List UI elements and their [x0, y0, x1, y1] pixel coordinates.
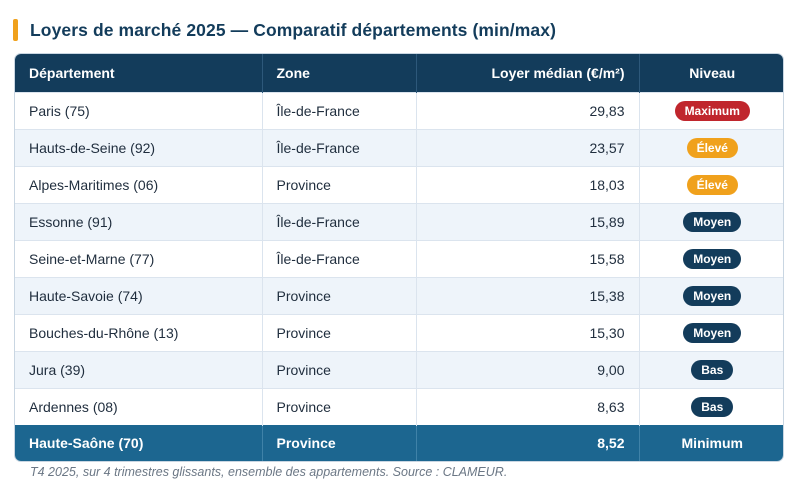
cell-niveau: Moyen: [639, 239, 783, 277]
column-header-loyer: Loyer médian (€/m²): [416, 54, 640, 92]
level-badge: Élevé: [686, 174, 738, 195]
page-title: Loyers de marché 2025 — Comparatif dépar…: [30, 19, 557, 40]
table-row: Seine-et-Marne (77) Île-de-France 15,58 …: [15, 239, 783, 277]
cell-niveau: Moyen: [639, 313, 783, 351]
cell-departement: Paris (75): [15, 91, 263, 129]
cell-loyer: 29,83: [416, 91, 640, 129]
table-summary-row: Haute-Saône (70) Province 8,52 Minimum: [15, 424, 783, 461]
table-row: Hauts-de-Seine (92) Île-de-France 23,57 …: [15, 128, 783, 166]
rent-table: Département Zone Loyer médian (€/m²) Niv…: [15, 54, 783, 461]
level-badge: Maximum: [674, 100, 750, 121]
cell-departement: Haute-Savoie (74): [15, 276, 263, 314]
cell-loyer: 15,30: [416, 313, 640, 351]
cell-zone: Île-de-France: [262, 239, 417, 277]
level-badge: Élevé: [686, 137, 738, 158]
cell-loyer: 15,38: [416, 276, 640, 314]
cell-zone: Province: [262, 387, 417, 425]
cell-departement: Bouches-du-Rhône (13): [15, 313, 263, 351]
title-row: Loyers de marché 2025 — Comparatif dépar…: [13, 17, 556, 43]
table-body: Paris (75) Île-de-France 29,83 Maximum H…: [15, 91, 783, 461]
table-row: Haute-Savoie (74) Province 15,38 Moyen: [15, 276, 783, 314]
rent-table-container: Département Zone Loyer médian (€/m²) Niv…: [14, 53, 784, 462]
level-badge: Bas: [691, 359, 734, 380]
level-badge: Moyen: [683, 211, 742, 232]
cell-zone: Province: [262, 424, 417, 461]
cell-departement: Haute-Saône (70): [15, 424, 263, 461]
table-row: Alpes-Maritimes (06) Province 18,03 Élev…: [15, 165, 783, 203]
table-row: Bouches-du-Rhône (13) Province 15,30 Moy…: [15, 313, 783, 351]
title-accent-bar: [13, 19, 18, 41]
cell-departement: Essonne (91): [15, 202, 263, 240]
cell-zone: Île-de-France: [262, 202, 417, 240]
cell-niveau: Maximum: [639, 91, 783, 129]
cell-zone: Province: [262, 165, 417, 203]
level-badge: Moyen: [683, 322, 742, 343]
column-header-zone: Zone: [262, 54, 417, 92]
cell-loyer: 18,03: [416, 165, 640, 203]
cell-loyer: 23,57: [416, 128, 640, 166]
cell-loyer: 15,89: [416, 202, 640, 240]
source-note: T4 2025, sur 4 trimestres glissants, ens…: [30, 465, 508, 479]
cell-zone: Province: [262, 276, 417, 314]
table-row: Ardennes (08) Province 8,63 Bas: [15, 387, 783, 425]
cell-niveau: Élevé: [639, 128, 783, 166]
column-header-niveau: Niveau: [689, 64, 736, 81]
cell-loyer: 8,63: [416, 387, 640, 425]
cell-departement: Hauts-de-Seine (92): [15, 128, 263, 166]
column-header-departement: Département: [15, 54, 263, 92]
table-row: Jura (39) Province 9,00 Bas: [15, 350, 783, 388]
cell-departement: Seine-et-Marne (77): [15, 239, 263, 277]
cell-departement: Alpes-Maritimes (06): [15, 165, 263, 203]
cell-loyer: 9,00: [416, 350, 640, 388]
cell-zone: Île-de-France: [262, 128, 417, 166]
cell-loyer: 15,58: [416, 239, 640, 277]
level-badge: Moyen: [683, 248, 742, 269]
cell-niveau: Élevé: [639, 165, 783, 203]
cell-departement: Jura (39): [15, 350, 263, 388]
cell-niveau: Minimum: [639, 424, 783, 461]
cell-niveau: Bas: [639, 387, 783, 425]
cell-zone: Province: [262, 313, 417, 351]
cell-niveau: Moyen: [639, 202, 783, 240]
level-badge: Bas: [691, 396, 734, 417]
cell-departement: Ardennes (08): [15, 387, 263, 425]
cell-niveau: Moyen: [639, 276, 783, 314]
level-badge: Moyen: [683, 285, 742, 306]
cell-zone: Île-de-France: [262, 91, 417, 129]
cell-zone: Province: [262, 350, 417, 388]
table-row: Paris (75) Île-de-France 29,83 Maximum: [15, 91, 783, 129]
table-row: Essonne (91) Île-de-France 15,89 Moyen: [15, 202, 783, 240]
cell-niveau: Bas: [639, 350, 783, 388]
cell-loyer: 8,52: [416, 424, 640, 461]
table-header-row: Département Zone Loyer médian (€/m²) Niv…: [15, 54, 783, 92]
